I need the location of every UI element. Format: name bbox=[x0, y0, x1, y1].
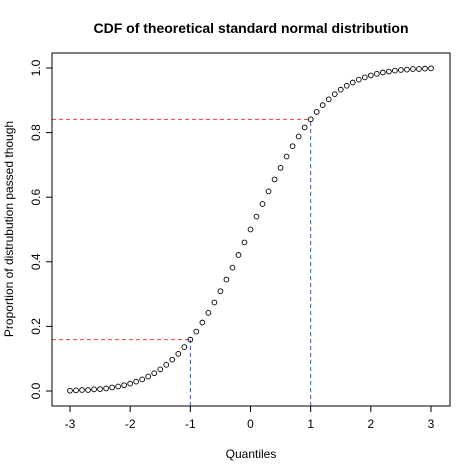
x-tick-label: 1 bbox=[307, 417, 314, 431]
data-point bbox=[349, 79, 356, 86]
chart-title: CDF of theoretical standard normal distr… bbox=[93, 20, 408, 36]
data-points bbox=[67, 65, 434, 394]
data-point bbox=[307, 116, 314, 123]
x-tick-label: -3 bbox=[65, 417, 76, 431]
data-point bbox=[367, 72, 374, 79]
data-point bbox=[247, 226, 254, 233]
y-axis: 0.0 0.2 0.4 0.6 0.8 1.0 bbox=[29, 59, 52, 399]
x-axis-label: Quantiles bbox=[226, 447, 277, 461]
data-point bbox=[235, 252, 242, 258]
data-point bbox=[295, 133, 302, 140]
data-point bbox=[91, 386, 97, 393]
data-point bbox=[283, 153, 290, 160]
data-point bbox=[73, 387, 79, 394]
data-point bbox=[163, 361, 170, 368]
data-point bbox=[133, 378, 140, 385]
data-point bbox=[386, 68, 392, 75]
data-point bbox=[241, 239, 248, 246]
data-point bbox=[187, 336, 194, 343]
data-point bbox=[422, 65, 428, 72]
data-point bbox=[355, 76, 362, 83]
data-point bbox=[416, 66, 422, 72]
y-tick-label: 0.0 bbox=[29, 382, 43, 399]
data-point bbox=[151, 370, 158, 377]
data-point bbox=[175, 351, 182, 357]
data-point bbox=[271, 176, 278, 183]
x-tick-label: 0 bbox=[247, 417, 254, 431]
x-axis: -3 -2 -1 0 1 2 3 bbox=[65, 406, 435, 431]
data-point bbox=[109, 384, 115, 391]
y-tick-label: 0.6 bbox=[29, 189, 43, 206]
data-point bbox=[380, 69, 386, 76]
data-point bbox=[115, 383, 121, 390]
data-point bbox=[428, 65, 434, 72]
data-point bbox=[319, 102, 326, 108]
data-point bbox=[121, 382, 128, 389]
data-point bbox=[410, 66, 416, 72]
data-point bbox=[103, 385, 109, 392]
data-point bbox=[205, 309, 212, 316]
x-tick-label: -1 bbox=[185, 417, 196, 431]
data-point bbox=[181, 344, 188, 350]
data-point bbox=[193, 328, 200, 335]
data-point bbox=[217, 288, 224, 295]
data-point bbox=[223, 276, 230, 283]
data-point bbox=[265, 188, 272, 195]
reference-lines bbox=[52, 118, 312, 406]
data-point bbox=[67, 387, 73, 394]
data-point bbox=[145, 373, 152, 380]
x-tick-label: -2 bbox=[125, 417, 136, 431]
data-point bbox=[301, 124, 308, 131]
data-point bbox=[392, 67, 398, 74]
data-point bbox=[139, 376, 146, 383]
data-point bbox=[313, 109, 320, 115]
data-point bbox=[229, 264, 236, 271]
data-point bbox=[97, 386, 103, 392]
y-tick-label: 0.4 bbox=[29, 253, 43, 270]
data-point bbox=[85, 387, 91, 393]
data-point bbox=[361, 74, 368, 81]
data-point bbox=[277, 164, 284, 171]
data-point bbox=[127, 380, 134, 387]
data-point bbox=[289, 143, 296, 150]
data-point bbox=[343, 82, 350, 89]
data-point bbox=[169, 356, 176, 363]
data-point bbox=[325, 96, 332, 103]
data-point bbox=[398, 67, 404, 73]
data-point bbox=[259, 201, 266, 207]
y-axis-label: Proportion of distrubution passed though bbox=[2, 121, 16, 337]
data-point bbox=[404, 66, 410, 73]
y-tick-label: 1.0 bbox=[29, 59, 43, 76]
data-point bbox=[199, 319, 206, 326]
data-point bbox=[79, 387, 85, 393]
x-tick-label: 3 bbox=[428, 417, 435, 431]
data-point bbox=[374, 70, 380, 77]
plot-frame bbox=[51, 52, 451, 407]
data-point bbox=[157, 366, 164, 373]
y-tick-label: 0.2 bbox=[29, 318, 43, 335]
data-point bbox=[211, 299, 218, 306]
data-point bbox=[253, 213, 260, 220]
data-point bbox=[331, 91, 338, 98]
data-point bbox=[337, 86, 344, 93]
y-tick-label: 0.8 bbox=[29, 124, 43, 141]
x-tick-label: 2 bbox=[367, 417, 374, 431]
